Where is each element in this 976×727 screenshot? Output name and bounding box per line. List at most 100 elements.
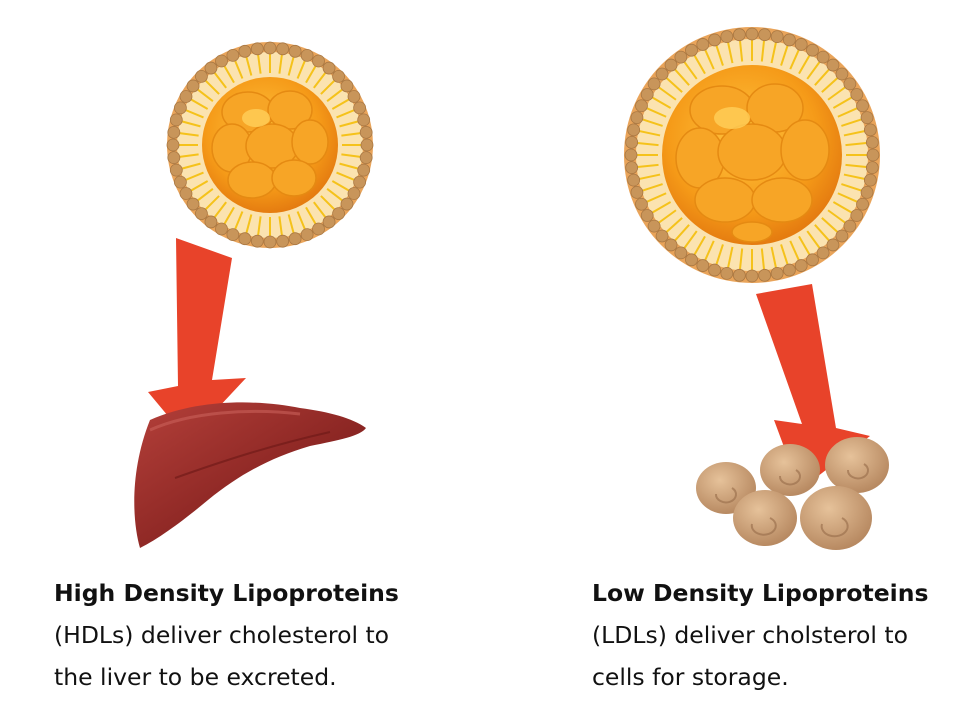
lipid-head (169, 163, 183, 177)
lipid-head (340, 79, 354, 93)
lipid-head (863, 173, 877, 187)
lipid-head (758, 28, 772, 42)
lipid-head (288, 44, 302, 58)
ldl-particle-icon (624, 27, 880, 283)
lipid-head (655, 229, 669, 243)
lipid-head (850, 209, 864, 222)
lipid-head (359, 125, 373, 139)
ldl-description-line-1: (LDLs) deliver cholsterol to (592, 621, 909, 649)
lipid-head (167, 125, 181, 139)
lipid-head (625, 161, 639, 175)
lipid-head (357, 113, 371, 127)
lipid-head (635, 99, 648, 113)
lipid-head (353, 175, 367, 189)
lipid-head (276, 42, 290, 56)
lipid-head (856, 197, 869, 211)
lipid-head (647, 77, 661, 91)
lipid-head (630, 111, 644, 125)
lipid-head (843, 77, 857, 91)
lipid-head (850, 88, 864, 101)
lipid-head (640, 88, 654, 101)
lipid-head (806, 43, 819, 57)
lipid-head (816, 246, 830, 260)
lipid-head (745, 269, 759, 283)
lipid-head (332, 70, 345, 83)
lipid-head (204, 215, 218, 229)
lipid-head (866, 148, 880, 162)
lipid-head (835, 67, 849, 81)
cells-icon (696, 437, 889, 550)
lipid-head (167, 151, 181, 165)
hdl-arrow-down-icon (148, 238, 246, 440)
lipid-head (770, 266, 784, 280)
lipid-head (353, 101, 367, 115)
lipid-head (696, 259, 710, 272)
lipid-head (696, 38, 710, 51)
lipid-head (655, 67, 669, 81)
lipid-head (173, 101, 187, 115)
lipid-head (625, 135, 639, 149)
lipid-head (166, 138, 180, 152)
lipid-head (357, 163, 371, 177)
lipid-head (794, 38, 808, 51)
lipid-head (794, 259, 808, 272)
lipid-head (720, 266, 734, 280)
lipid-head (865, 161, 879, 175)
lipid-head (720, 30, 734, 44)
lipid-head (860, 111, 874, 125)
lipid-head (674, 246, 688, 260)
lipid-head (770, 30, 784, 44)
hdl-description-line-1: (HDLs) deliver cholesterol to (54, 621, 390, 649)
lipid-head (708, 263, 722, 277)
hdl-description-line-2: the liver to be excreted. (54, 663, 337, 691)
ldl-arrow-down-icon (756, 284, 870, 490)
hdl-caption: High Density Lipoproteins (HDLs) deliver… (54, 572, 474, 698)
lipid-head (195, 70, 208, 83)
lipid-head (635, 197, 648, 211)
lipid-head (263, 41, 277, 55)
lipid-head (664, 58, 678, 72)
lipid-head (288, 232, 302, 246)
ldl-title: Low Density Lipoproteins (592, 579, 929, 607)
lipid-head (843, 219, 857, 233)
lipid-head (179, 90, 193, 103)
lipid-head (226, 48, 240, 62)
lipid-head (782, 33, 796, 47)
lipid-head (186, 197, 200, 211)
lipid-head (685, 43, 698, 57)
lipid-head (647, 219, 661, 233)
lipid-head (732, 28, 746, 42)
lipid-head (860, 185, 874, 199)
lipid-head (640, 209, 654, 222)
lipid-head (250, 234, 264, 248)
ldl-description-line-2: cells for storage. (592, 663, 789, 691)
lipid-head (300, 228, 314, 242)
lipid-head (360, 138, 374, 152)
lipid-head (238, 44, 252, 58)
lipid-head (276, 234, 290, 248)
lipid-head (250, 42, 264, 56)
lipid-head (745, 27, 759, 41)
lipid-head (708, 33, 722, 47)
lipid-head (322, 215, 336, 229)
lipid-head (204, 61, 218, 75)
lipid-head (347, 90, 361, 103)
lipid-head (195, 207, 208, 220)
lipid-head (179, 187, 193, 200)
lipid-head (332, 207, 345, 220)
hdl-title: High Density Lipoproteins (54, 579, 399, 607)
lipid-head (856, 99, 869, 113)
lipid-head (627, 123, 641, 137)
hdl-particle-icon (166, 41, 374, 249)
lipid-head (627, 173, 641, 187)
lipid-head (758, 268, 772, 282)
lipid-head (806, 253, 819, 267)
lipid-head (826, 238, 840, 252)
lipid-head (169, 113, 183, 127)
lipid-head (630, 185, 644, 199)
lipid-head (835, 229, 849, 243)
lipid-head (226, 228, 240, 242)
liver-icon (134, 402, 366, 548)
lipid-head (826, 58, 840, 72)
